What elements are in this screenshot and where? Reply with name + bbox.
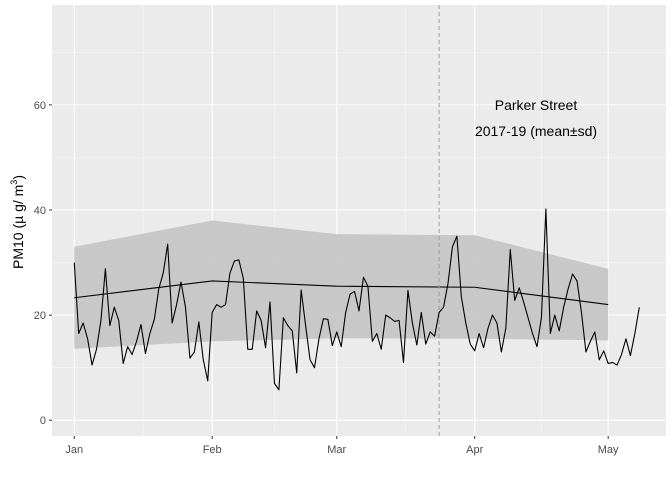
y-tick-label: 0 xyxy=(40,415,46,427)
y-axis-title: PM10 (µ g/ m3) xyxy=(9,175,26,269)
x-tick-label: Mar xyxy=(327,444,346,456)
annotation-line-2: 2017-19 (mean±sd) xyxy=(475,123,597,139)
x-tick-label: Feb xyxy=(203,444,222,456)
mean-line xyxy=(74,280,609,306)
y-tick-label: 60 xyxy=(34,100,46,112)
y-tick-label: 20 xyxy=(34,310,46,322)
axis-ticks xyxy=(49,104,609,439)
daily-pm10-line xyxy=(73,208,640,391)
x-tick-label: May xyxy=(598,444,619,456)
sd-ribbon xyxy=(74,220,609,349)
x-tick-label: Jan xyxy=(65,444,83,456)
annotation-line-1: Parker Street xyxy=(495,97,578,113)
plot-panel xyxy=(52,5,666,436)
ribbon-layer xyxy=(74,5,609,436)
y-tick-labels: 0 20 40 60 xyxy=(34,100,46,427)
y-tick-label: 40 xyxy=(34,205,46,217)
x-tick-labels: Jan Feb Mar Apr May xyxy=(65,444,619,456)
series-layer xyxy=(73,208,640,391)
x-tick-label: Apr xyxy=(466,444,483,456)
